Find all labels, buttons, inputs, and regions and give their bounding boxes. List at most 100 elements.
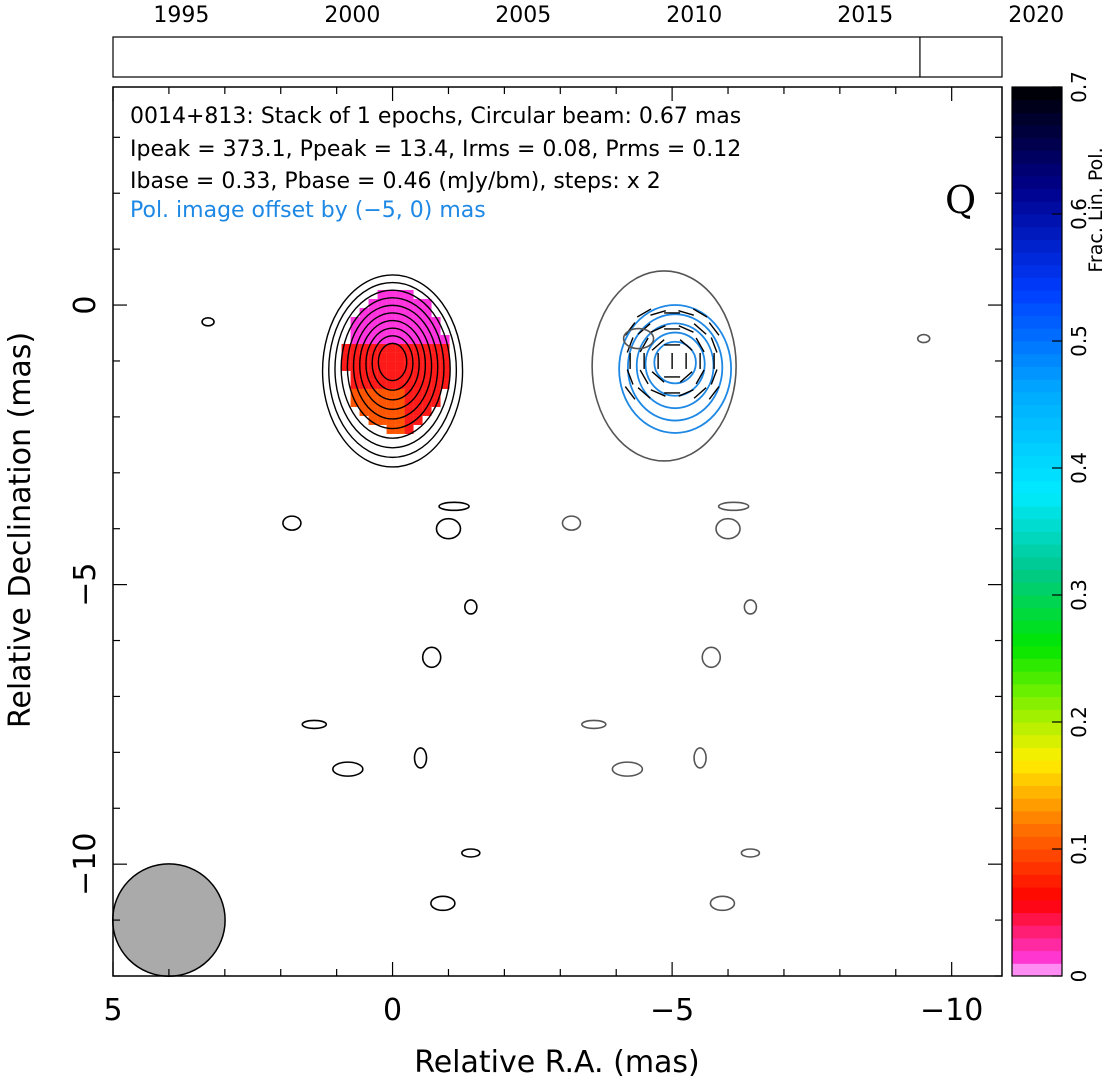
frac-pol-pixel: [440, 379, 450, 389]
evpa-vector: [708, 322, 720, 336]
colorbar-step: [1012, 925, 1062, 939]
beam-ellipse: [111, 863, 226, 978]
colorbar-step: [1012, 302, 1062, 317]
frac-pol-pixel: [413, 397, 423, 407]
colorbar-step: [1012, 264, 1062, 278]
pol-contour: [644, 331, 706, 397]
colorbar-step: [1012, 506, 1062, 520]
colorbar-tick-label: 0.7: [1067, 71, 1091, 103]
frac-pol-pixel: [422, 370, 432, 380]
colorbar-step: [1012, 861, 1062, 875]
evpa-vector: [693, 387, 707, 399]
pol-contour: [627, 313, 724, 422]
frac-pol-pixel: [350, 379, 360, 389]
stokes-i-contour: [359, 319, 427, 411]
evpa-vector: [626, 337, 634, 353]
frac-pol-pixel: [386, 388, 396, 398]
frac-pol-pixel: [368, 316, 378, 326]
frac-pol-pixel: [386, 325, 396, 335]
quality-flag: Q: [945, 178, 977, 222]
frac-pol-pixel: [404, 415, 414, 425]
frac-pol-pixel: [422, 298, 432, 308]
evpa-vector: [679, 371, 693, 383]
colorbar-step: [1012, 950, 1062, 964]
frac-pol-pixel: [395, 325, 405, 335]
frac-pol-pixel: [440, 334, 450, 344]
frac-pol-pixel: [386, 397, 396, 407]
colorbar-step: [1012, 404, 1062, 418]
frac-pol-pixel: [395, 397, 405, 407]
colorbar-step: [1012, 226, 1062, 240]
frac-pol-pixel: [404, 388, 414, 398]
evpa-vector: [678, 310, 694, 316]
noise-contour: [201, 317, 215, 327]
plot-frame: [112, 86, 1003, 977]
frac-pol-pixel: [359, 343, 369, 353]
timeline-year-label: 2015: [837, 3, 893, 28]
stokes-i-contour: [365, 327, 420, 401]
colorbar-step: [1012, 887, 1062, 901]
frac-pol-pixel: [431, 352, 441, 362]
colorbar-step: [1012, 899, 1062, 913]
noise-contour: [461, 848, 481, 858]
colorbar-step: [1012, 442, 1062, 456]
evpa-vector: [624, 386, 636, 400]
frac-pol-pixel: [413, 316, 423, 326]
evpa-vector: [651, 339, 665, 351]
noise-contour: [581, 719, 607, 730]
x-tick-label: 5: [103, 993, 122, 1028]
frac-pol-pixel: [413, 343, 423, 353]
evpa-vector: [639, 337, 649, 353]
frac-pol-pixel: [440, 370, 450, 380]
frac-pol-pixel: [395, 415, 405, 425]
frac-pol-pixel: [341, 361, 351, 371]
colorbar-step: [1012, 137, 1062, 151]
fractional-polarization-image: [341, 289, 450, 434]
frac-pol-pixel: [413, 406, 423, 416]
colorbar-step: [1012, 709, 1062, 723]
evpa-vectors: [624, 308, 720, 400]
noise-contour: [715, 517, 741, 540]
frac-pol-pixel: [404, 325, 414, 335]
colorbar-step: [1012, 252, 1062, 266]
colorbar-step: [1012, 937, 1062, 952]
colorbar-tick-label: 0.6: [1067, 198, 1091, 230]
noise-contour: [717, 501, 750, 512]
evpa-vector: [651, 371, 665, 383]
colorbar-step: [1012, 582, 1062, 596]
colorbar: 0 0.1 0.2 0.3 0.4 0.5 0.6 0.7 Frac. Lin. Pol.: [1011, 71, 1107, 983]
evpa-vector: [650, 325, 666, 333]
frac-pol-pixel: [395, 352, 405, 362]
frac-pol-pixel: [359, 379, 369, 389]
pol-outer-contour: [591, 270, 737, 462]
colorbar-tick-label: 0.1: [1067, 833, 1091, 865]
timeline-year-label: 2020: [1008, 3, 1064, 28]
frac-pol-pixel: [368, 325, 378, 335]
colorbar-step: [1012, 798, 1062, 812]
frac-pol-pixel: [395, 406, 405, 416]
info-line-pol-offset: Pol. image offset by (−5, 0) mas: [130, 198, 486, 223]
noise-contour: [332, 761, 364, 777]
colorbar-step: [1012, 379, 1062, 393]
frac-pol-pixel: [368, 307, 378, 317]
colorbar-step: [1012, 785, 1062, 799]
colorbar-step: [1012, 391, 1062, 405]
colorbar-step: [1012, 747, 1062, 761]
frac-pol-pixel: [431, 388, 441, 398]
colorbar-tick-label: 0: [1067, 970, 1091, 983]
frac-pol-pixel: [422, 343, 432, 353]
colorbar-step: [1012, 99, 1062, 113]
frac-pol-pixel: [404, 307, 414, 317]
evpa-vector: [636, 308, 652, 318]
frac-pol-pixel: [404, 379, 414, 389]
frac-pol-pixel: [413, 334, 423, 344]
frac-pol-pixel: [413, 415, 423, 425]
colorbar-step: [1012, 836, 1062, 850]
colorbar-step: [1012, 125, 1062, 139]
evpa-vector: [695, 369, 705, 385]
frac-pol-pixel: [386, 424, 396, 434]
frac-pol-pixel: [386, 406, 396, 416]
colorbar-step: [1012, 163, 1062, 177]
frac-pol-pixel: [395, 298, 405, 308]
polarization-contours: [591, 270, 737, 462]
